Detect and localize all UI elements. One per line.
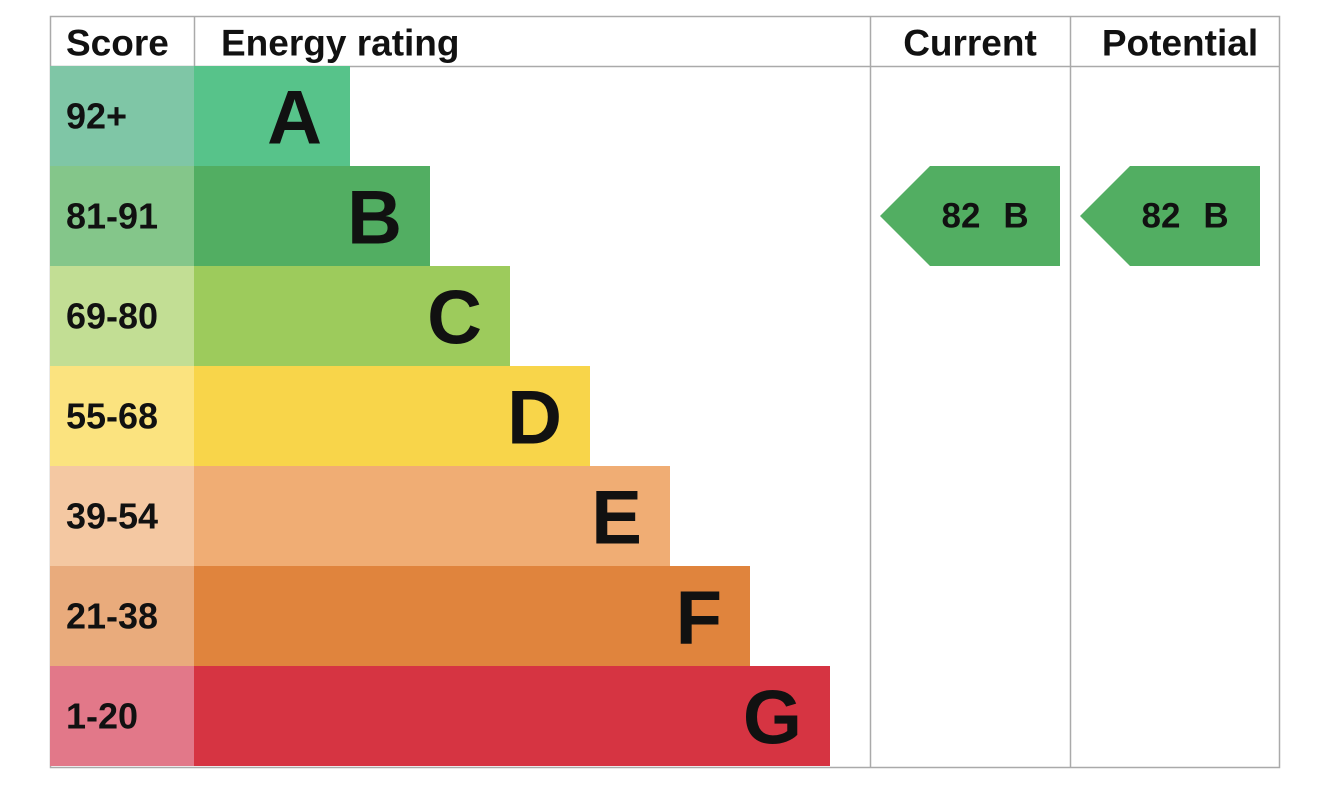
score-cell [50,266,194,366]
score-label: 92+ [66,96,127,137]
score-cell [50,566,194,666]
potential-arrow [1080,166,1260,266]
header-score: Score [66,23,169,64]
score-cell [50,666,194,766]
score-label: 69-80 [66,296,158,337]
rating-bar [194,266,510,366]
potential-value: 82 [1142,197,1181,236]
current-arrow [880,166,1060,266]
rating-bar [194,566,750,666]
rating-letter: G [743,676,802,761]
score-cell [50,366,194,466]
score-cell [50,66,194,166]
rating-letter: E [591,476,642,561]
header-potential: Potential [1102,23,1258,64]
header-current: Current [903,23,1037,64]
potential-letter: B [1203,197,1228,236]
score-label: 55-68 [66,396,158,437]
rating-letter: C [427,276,482,361]
rating-bar [194,466,670,566]
rating-bar [194,366,590,466]
score-cell [50,166,194,266]
rating-letter: D [507,376,562,461]
score-label: 81-91 [66,196,158,237]
rating-letter: B [347,176,402,261]
score-label: 21-38 [66,596,158,637]
current-value: 82 [942,197,981,236]
rating-bar [194,66,350,166]
score-label: 39-54 [66,496,158,537]
score-label: 1-20 [66,696,138,737]
header-rating: Energy rating [221,23,460,64]
score-cell [50,466,194,566]
rating-letter: F [676,576,722,661]
rating-bar [194,666,830,766]
rating-bar [194,166,430,266]
rating-letter: A [267,76,322,161]
current-letter: B [1003,197,1028,236]
